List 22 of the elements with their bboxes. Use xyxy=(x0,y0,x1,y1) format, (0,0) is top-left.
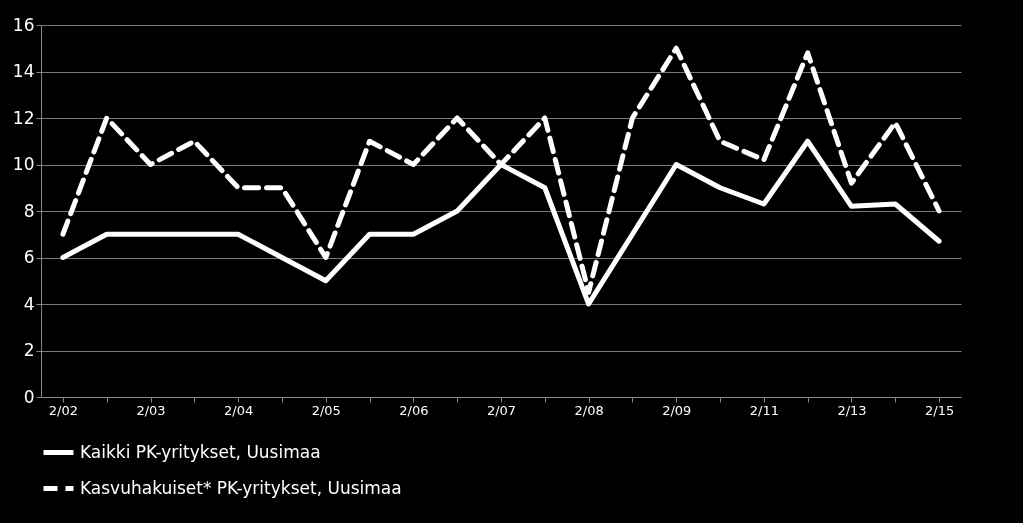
x-tick-label: 2/02 xyxy=(48,402,79,418)
y-tick-label: 14 xyxy=(12,61,35,81)
x-tick-label: 2/07 xyxy=(486,402,517,418)
x-tick-label: 2/03 xyxy=(136,402,166,418)
y-tick-label: 8 xyxy=(23,200,35,221)
y-tick-label: 16 xyxy=(12,14,35,35)
y-tick-label: 2 xyxy=(23,340,35,360)
x-tick-label: 2/13 xyxy=(837,402,867,418)
legend-label: Kasvuhakuiset* PK-yritykset, Uusimaa xyxy=(80,477,402,498)
x-tick-label: 2/09 xyxy=(662,402,692,418)
x-tick-label: 2/11 xyxy=(749,402,779,418)
y-tick-label: 12 xyxy=(12,107,35,128)
y-tick-label: 6 xyxy=(23,247,35,267)
x-tick-label: 2/05 xyxy=(311,402,341,418)
legend-label: Kaikki PK-yritykset, Uusimaa xyxy=(80,441,321,462)
x-tick-label: 2/06 xyxy=(399,402,429,418)
y-tick-label: 4 xyxy=(23,293,35,314)
y-tick-label: 0 xyxy=(23,386,35,407)
x-tick-label: 2/04 xyxy=(224,402,254,418)
x-tick-label: 2/08 xyxy=(574,402,604,418)
y-tick-label: 10 xyxy=(12,154,35,174)
x-tick-label: 2/15 xyxy=(924,402,955,418)
